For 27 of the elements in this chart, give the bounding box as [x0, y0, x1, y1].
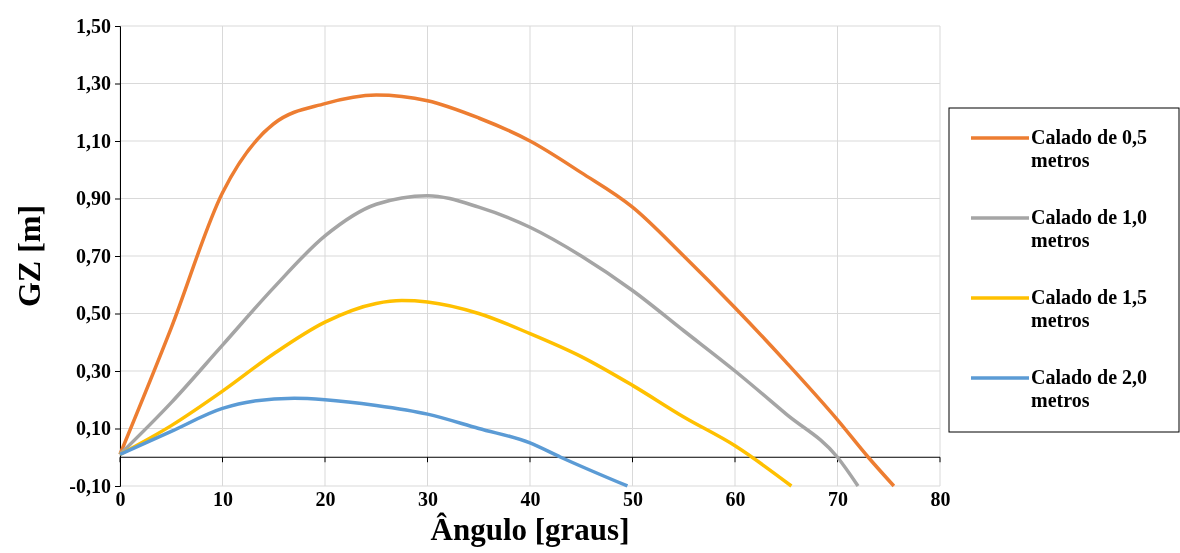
y-tick-label: 1,50: [76, 14, 111, 37]
y-axis-title: GZ [m]: [11, 204, 47, 308]
y-tick-label: 0,30: [76, 359, 111, 382]
y-tick-label: 0,70: [76, 244, 111, 267]
line-series: [118, 93, 896, 488]
x-tick-label: 80: [930, 488, 951, 511]
y-tick-label: 0,50: [76, 302, 111, 325]
x-tick-label: 0: [115, 488, 126, 511]
legend-label: Calado de 1,5 metros: [1031, 286, 1148, 331]
line-series: [118, 193, 860, 488]
legend-label: Calado de 2,0 metros: [1031, 366, 1148, 411]
y-tick-label: -0,10: [69, 474, 111, 497]
x-tick-label: 30: [418, 488, 438, 511]
y-tick-label: 1,10: [76, 129, 111, 152]
legend-label: Calado de 0,5 metros: [1031, 126, 1148, 171]
x-tick-label: 70: [828, 488, 848, 511]
legend-label: Calado de 1,0 metros: [1031, 206, 1148, 251]
x-tick-label: 10: [213, 488, 233, 511]
x-tick-label: 60: [725, 488, 746, 511]
x-tick-label: 20: [315, 488, 336, 511]
y-tick-label: 1,30: [76, 72, 111, 95]
x-tick-label: 50: [623, 488, 643, 511]
y-tick-label: 0,90: [76, 187, 111, 210]
line-series: [118, 396, 630, 488]
x-tick-label: 40: [520, 488, 541, 511]
y-tick-label: 0,10: [76, 417, 111, 440]
x-axis-title: Ângulo [graus]: [430, 512, 630, 547]
